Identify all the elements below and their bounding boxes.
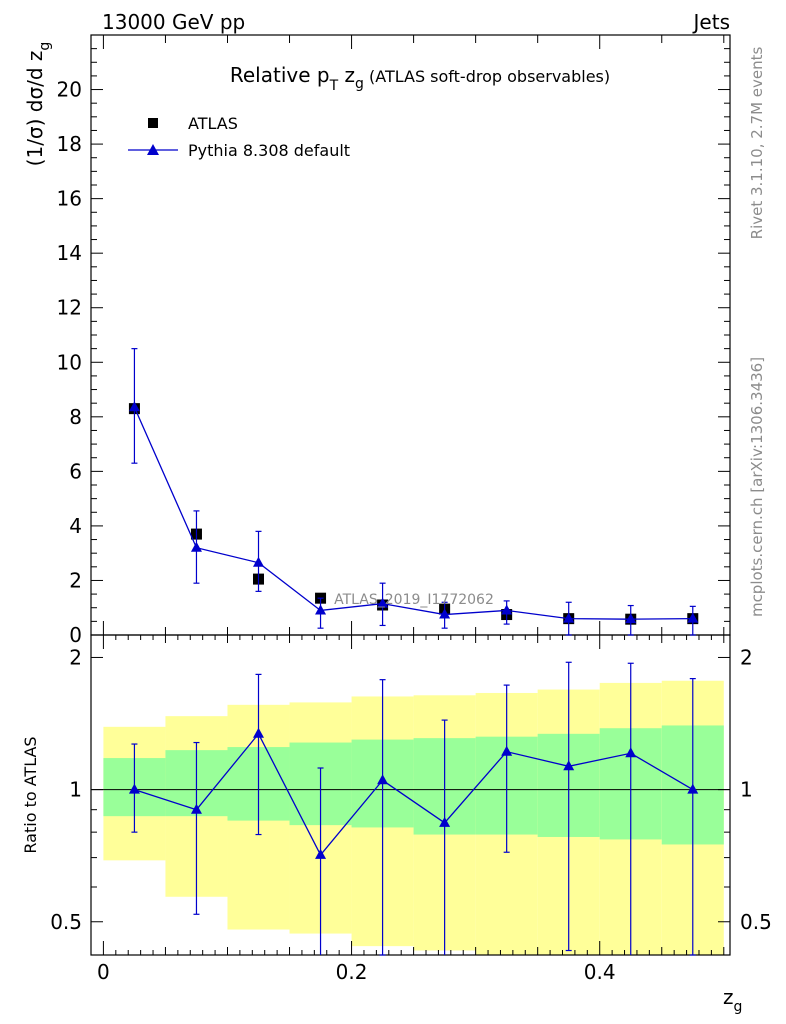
ratio-point	[501, 745, 513, 756]
main-frame	[90, 34, 731, 636]
pythia-point	[501, 604, 513, 615]
pythia-point	[563, 612, 575, 623]
main-ytick-label: 12	[57, 296, 82, 320]
ratio-ytick-label-right: 1	[740, 778, 753, 802]
pythia-point	[128, 401, 140, 412]
main-ytick-label: 8	[69, 405, 82, 429]
main-ytick-label: 4	[69, 514, 82, 538]
pythia-point	[377, 597, 389, 608]
legend-pythia-label: Pythia 8.308 default	[188, 141, 350, 160]
main-ytick-label: 16	[57, 187, 82, 211]
ratio-point	[190, 803, 202, 814]
xtick-label: 0.4	[584, 960, 616, 984]
pythia-point	[439, 608, 451, 619]
pythia-point	[625, 613, 637, 624]
main-ytick-label: 10	[57, 350, 82, 374]
pythia-point	[315, 604, 327, 615]
main-panel-marks	[128, 348, 699, 636]
ratio-point	[253, 727, 265, 738]
main-ytick-label: 18	[57, 132, 82, 156]
main-ytick-label: 20	[57, 78, 82, 102]
ratio-point	[128, 783, 140, 794]
main-ytick-label: 0	[69, 623, 82, 647]
ratio-point	[439, 816, 451, 827]
xtick-label: 0.2	[336, 960, 368, 984]
analysis-watermark: ATLAS_2019_I1772062	[334, 592, 494, 608]
ratio-point	[377, 774, 389, 785]
header-left: 13000 GeV pp	[102, 10, 245, 34]
legend: ATLAS Pythia 8.308 default	[128, 114, 350, 160]
pythia-point	[253, 556, 265, 567]
ratio-point	[687, 783, 699, 794]
ratio-point	[563, 760, 575, 771]
ratio-ytick-label-right: 2	[740, 645, 753, 669]
legend-atlas-marker	[148, 118, 158, 128]
main-title: Relative pT zg (ATLAS soft-drop observab…	[230, 63, 610, 94]
mcplots-label: mcplots.cern.ch [arXiv:1306.3436]	[748, 357, 766, 617]
ratio-ytick-label-left: 0.5	[50, 910, 82, 934]
main-ytick-label: 14	[57, 241, 82, 265]
header-right: Jets	[692, 10, 730, 34]
ratio-point	[625, 747, 637, 758]
legend-atlas-label: ATLAS	[188, 114, 238, 133]
ratio-ytick-label-right: 0.5	[740, 910, 772, 934]
main-y-axis-label: (1/σ) dσ/d zg	[23, 42, 53, 167]
ratio-point	[315, 848, 327, 859]
ratio-pythia-line	[134, 732, 694, 857]
pythia-point	[687, 612, 699, 623]
pythia-point	[190, 541, 202, 552]
ratio-ytick-label-left: 2	[69, 645, 82, 669]
main-ytick-label: 2	[69, 568, 82, 592]
x-axis-label: zg	[723, 985, 742, 1015]
ratio-frame	[90, 634, 731, 956]
ratio-panel-marks	[128, 661, 699, 956]
rivet-version-label: Rivet 3.1.10, 2.7M events	[748, 46, 766, 239]
ratio-y-axis-label: Ratio to ATLAS	[21, 736, 40, 853]
xtick-label: 0	[97, 960, 110, 984]
main-ytick-label: 6	[69, 459, 82, 483]
ratio-ytick-label-left: 1	[69, 778, 82, 802]
pythia-line	[133, 407, 693, 620]
legend-pythia-marker	[147, 144, 159, 155]
